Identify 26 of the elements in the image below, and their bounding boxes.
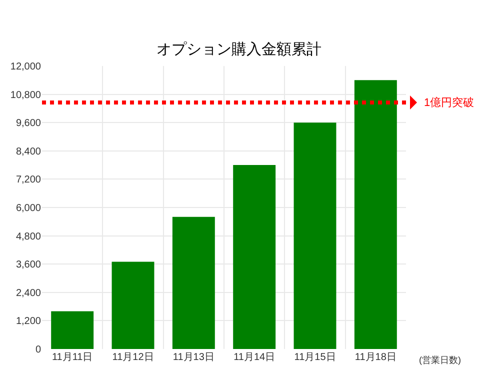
y-tick-label: 10,800 — [10, 90, 42, 101]
x-tick-label: 11月11日 — [52, 352, 93, 363]
y-tick-label: 3,600 — [16, 260, 42, 271]
x-tick-label: 11月13日 — [172, 352, 214, 363]
bar — [294, 122, 336, 349]
bar — [51, 311, 94, 349]
x-tick-label: 11月18日 — [354, 352, 396, 363]
y-tick-label: 8,400 — [16, 146, 42, 158]
y-tick-label: 6,000 — [16, 203, 42, 214]
bar — [233, 165, 276, 349]
y-tick-label: 7,200 — [16, 174, 42, 186]
x-tick-label: 11月15日 — [294, 352, 336, 363]
chart-title: オプション購入金額累計 — [156, 41, 322, 58]
bar — [172, 216, 215, 349]
bar — [354, 80, 397, 349]
y-tick-label: 0 — [35, 344, 42, 356]
ref-line-label: 1億円突破 — [424, 96, 474, 109]
bar — [112, 262, 154, 349]
x-tick-label: 11月12日 — [112, 352, 154, 363]
y-tick-label: 2,400 — [16, 288, 42, 299]
x-axis-title: (営業日数) — [419, 355, 461, 365]
y-tick-label: 12,000 — [10, 62, 42, 72]
y-tick-label: 4,800 — [16, 231, 42, 242]
y-tick-label: 1,200 — [16, 316, 42, 328]
x-tick-label: 11月14日 — [234, 352, 276, 363]
y-tick-label: 9,600 — [16, 118, 42, 130]
